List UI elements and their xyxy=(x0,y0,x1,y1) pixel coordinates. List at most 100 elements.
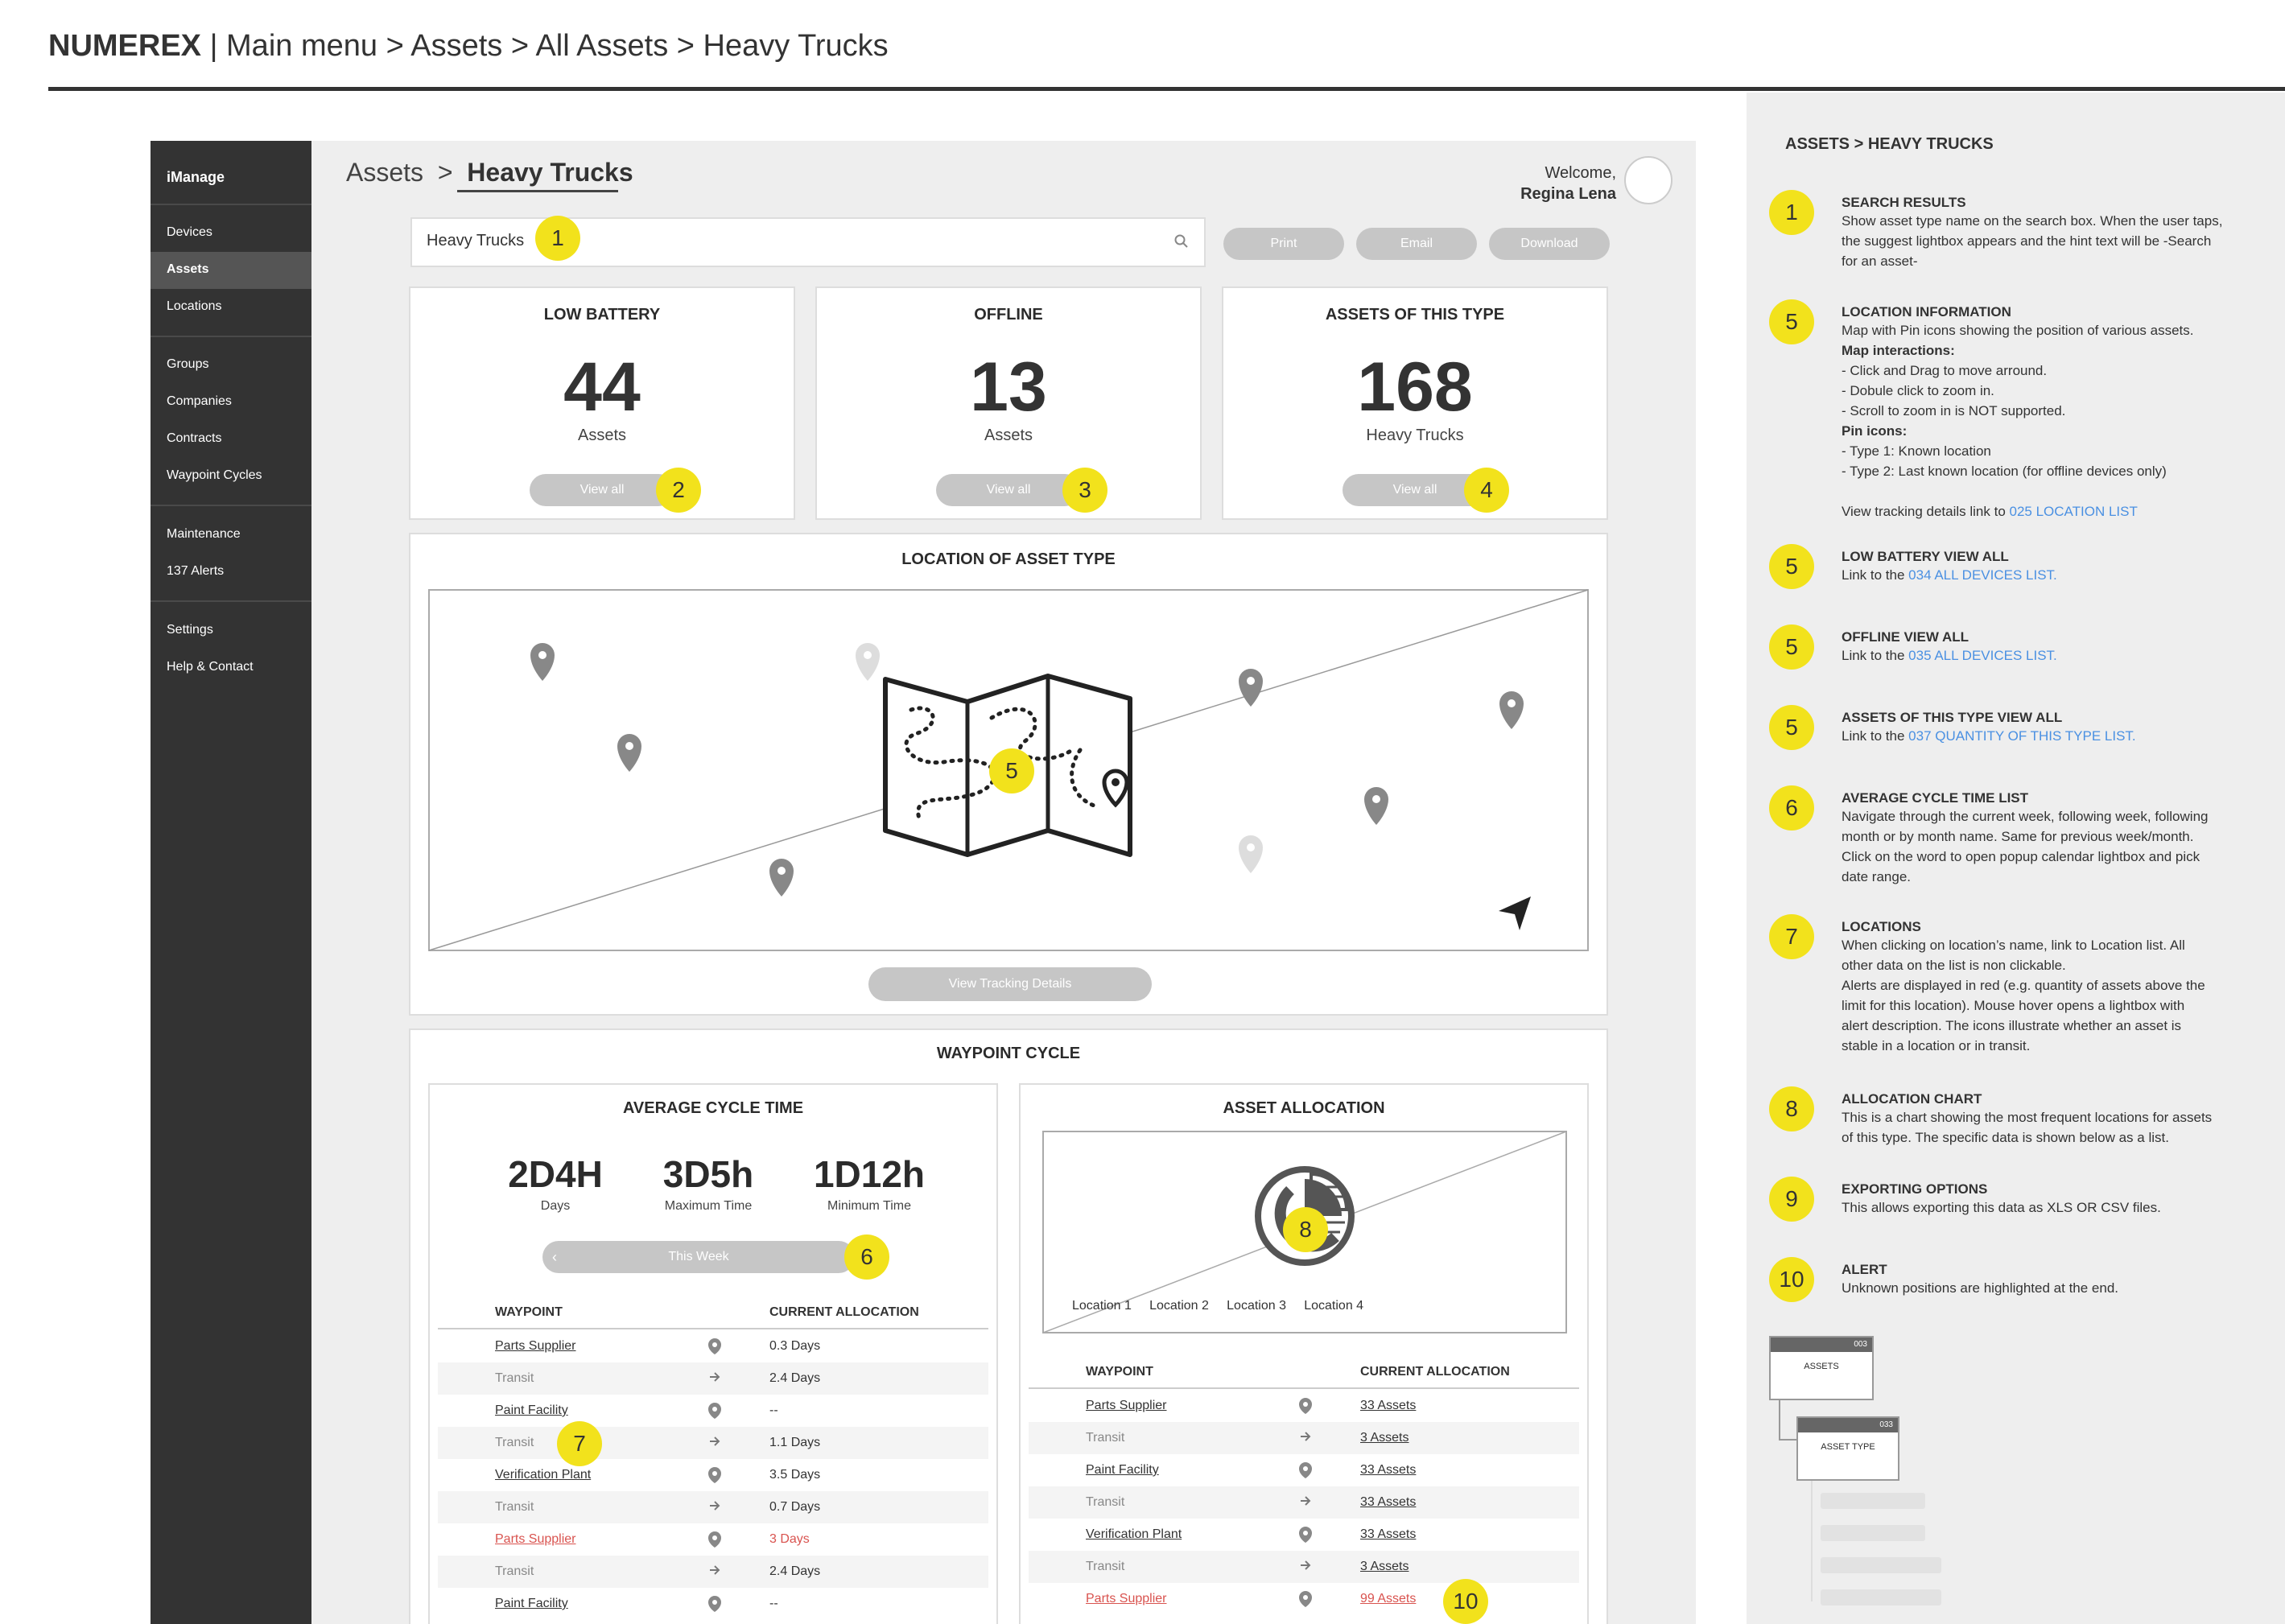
sidebar-item-contracts[interactable]: Contracts xyxy=(167,431,222,445)
note-line: the suggest lightbox appears and the hin… xyxy=(1842,233,2212,249)
table-row: Transit 1.1 Days xyxy=(438,1427,988,1459)
transit-arrow-icon xyxy=(708,1564,721,1581)
location-link[interactable]: Paint Facility xyxy=(1086,1463,1159,1477)
note-link[interactable]: 034 ALL DEVICES LIST. xyxy=(1908,567,2057,583)
sidebar-item-settings[interactable]: Settings xyxy=(167,623,213,637)
note-link-line: Link to the 037 QUANTITY OF THIS TYPE LI… xyxy=(1842,726,2276,746)
note-line: other data on the list is non clickable. xyxy=(1842,958,2066,973)
breadcrumb-parent[interactable]: Assets xyxy=(346,158,424,187)
print-button[interactable]: Print xyxy=(1223,228,1344,260)
metric-value: 3D5h xyxy=(662,1153,754,1195)
annotation-badge: 10 xyxy=(1443,1579,1488,1624)
allocation-value[interactable]: 33 Assets xyxy=(1360,1495,1417,1509)
annotation-badge: 5 xyxy=(1769,544,1814,589)
sidebar-item-locations[interactable]: Locations xyxy=(167,299,222,313)
allocation-value[interactable]: 3 Assets xyxy=(1360,1560,1409,1573)
note-line: This allows exporting this data as XLS O… xyxy=(1842,1200,2161,1215)
allocation-value[interactable]: 99 Assets xyxy=(1360,1592,1417,1605)
location-pin-icon xyxy=(1299,1527,1312,1547)
location-pin-icon xyxy=(1299,1398,1312,1418)
location-link[interactable]: Parts Supplier xyxy=(1086,1592,1167,1605)
allocation-value[interactable]: 33 Assets xyxy=(1360,1463,1417,1477)
email-button[interactable]: Email xyxy=(1356,228,1477,260)
stat-title: OFFLINE xyxy=(974,306,1043,324)
stat-value: 44 xyxy=(563,348,641,426)
sidebar-item-companies[interactable]: Companies xyxy=(167,394,232,408)
annotation-badge: 5 xyxy=(1769,624,1814,670)
sidebar-item-alerts[interactable]: 137 Alerts xyxy=(167,564,225,578)
sidebar-item-help[interactable]: Help & Contact xyxy=(167,660,254,674)
view-tracking-details-button[interactable]: View Tracking Details xyxy=(868,967,1152,1001)
note-line: Navigate through the current week, follo… xyxy=(1842,809,2209,824)
metric-value: 2D4H xyxy=(508,1153,603,1195)
annotation-badge: 1 xyxy=(1769,190,1814,235)
note-link[interactable]: 035 ALL DEVICES LIST. xyxy=(1908,648,2057,663)
note-line: of this type. The specific data is shown… xyxy=(1842,1130,2169,1145)
location-link[interactable]: Parts Supplier xyxy=(495,1339,576,1353)
search-input[interactable] xyxy=(410,217,1206,267)
brand-name: NUMEREX xyxy=(48,29,202,63)
page-header: NUMEREX | Main menu > Assets > All Asset… xyxy=(48,29,889,64)
low-battery-view-all-button[interactable]: View all xyxy=(530,474,674,506)
table-header-rule xyxy=(1029,1387,1579,1389)
sidebar-item-devices[interactable]: Devices xyxy=(167,225,212,239)
transit-arrow-icon xyxy=(1299,1559,1312,1576)
annotation-badge: 7 xyxy=(1769,914,1814,959)
location-link[interactable]: Verification Plant xyxy=(495,1468,592,1482)
note-subheading: Pin icons: xyxy=(1842,423,1908,439)
cycle-metrics: 2D4H Days 3D5h Maximum Time 1D12h Minimu… xyxy=(483,1152,950,1217)
sidebar-item-maintenance[interactable]: Maintenance xyxy=(167,527,241,541)
sitemap-ghost xyxy=(1821,1525,1925,1541)
transit-arrow-icon xyxy=(708,1435,721,1452)
note-link-line: Link to the 034 ALL DEVICES LIST. xyxy=(1842,565,2276,585)
sitemap-ghost xyxy=(1821,1557,1941,1573)
avatar[interactable] xyxy=(1624,156,1673,204)
location-link[interactable]: Parts Supplier xyxy=(1086,1399,1167,1412)
header-path: Main menu > Assets > All Assets > Heavy … xyxy=(226,29,889,63)
stat-unit: Assets xyxy=(984,427,1033,444)
note-line: - Type 2: Last known location (for offli… xyxy=(1842,464,2167,479)
stat-unit: Heavy Trucks xyxy=(1366,427,1464,444)
annotation-badge: 8 xyxy=(1283,1207,1328,1252)
note-title: SEARCH RESULTS xyxy=(1842,195,1966,210)
map-pins xyxy=(530,643,1524,896)
transit-arrow-icon xyxy=(708,1371,721,1387)
annotation-badge: 8 xyxy=(1769,1086,1814,1131)
allocation-value[interactable]: 3 Assets xyxy=(1360,1431,1409,1445)
offline-view-all-button[interactable]: View all xyxy=(936,474,1081,506)
sidebar-active-highlight xyxy=(151,252,311,289)
transit-label: Transit xyxy=(1086,1431,1125,1445)
period-navigator[interactable]: ‹ This Week xyxy=(542,1241,855,1273)
download-button[interactable]: Download xyxy=(1489,228,1610,260)
location-link[interactable]: Parts Supplier xyxy=(495,1532,576,1546)
assets-of-type-view-all-button[interactable]: View all xyxy=(1343,474,1487,506)
allocation-value[interactable]: 33 Assets xyxy=(1360,1399,1417,1412)
location-map[interactable] xyxy=(428,589,1589,951)
sidebar-brand[interactable]: iManage xyxy=(167,169,225,185)
search-icon[interactable] xyxy=(1173,233,1190,249)
period-label[interactable]: This Week xyxy=(668,1250,729,1263)
note-line: Map with Pin icons showing the position … xyxy=(1842,323,2194,338)
location-link[interactable]: Verification Plant xyxy=(1086,1527,1182,1541)
table-row: Transit 2.4 Days xyxy=(438,1362,988,1395)
annotation-badge: 7 xyxy=(557,1421,602,1466)
sidebar-item-waypoint-cycles[interactable]: Waypoint Cycles xyxy=(167,468,262,482)
table-row: Parts Supplier 99 Assets xyxy=(1029,1583,1579,1615)
table-row: Transit 0.7 Days xyxy=(438,1491,988,1523)
chevron-left-icon[interactable]: ‹ xyxy=(552,1249,557,1265)
location-pin-icon xyxy=(1299,1462,1312,1482)
note-title: ALLOCATION CHART xyxy=(1842,1091,1982,1107)
metric-min: 1D12h Minimum Time xyxy=(789,1152,950,1214)
sidebar-item-groups[interactable]: Groups xyxy=(167,357,209,371)
note-link[interactable]: 025 LOCATION LIST xyxy=(2009,504,2138,519)
allocation-value[interactable]: 33 Assets xyxy=(1360,1527,1417,1541)
note-line: month or by month name. Same for previou… xyxy=(1842,829,2194,844)
metric-avg: 2D4H Days xyxy=(483,1152,628,1214)
metric-label: Days xyxy=(540,1199,571,1213)
sidebar-item-assets[interactable]: Assets xyxy=(167,262,209,276)
note-line: stable in a location or in transit. xyxy=(1842,1038,2031,1053)
location-link[interactable]: Paint Facility xyxy=(495,1597,568,1610)
note-link[interactable]: 037 QUANTITY OF THIS TYPE LIST. xyxy=(1908,728,2136,744)
stat-card-offline: OFFLINE 13 Assets View all 3 xyxy=(815,286,1202,520)
location-link[interactable]: Paint Facility xyxy=(495,1403,568,1417)
